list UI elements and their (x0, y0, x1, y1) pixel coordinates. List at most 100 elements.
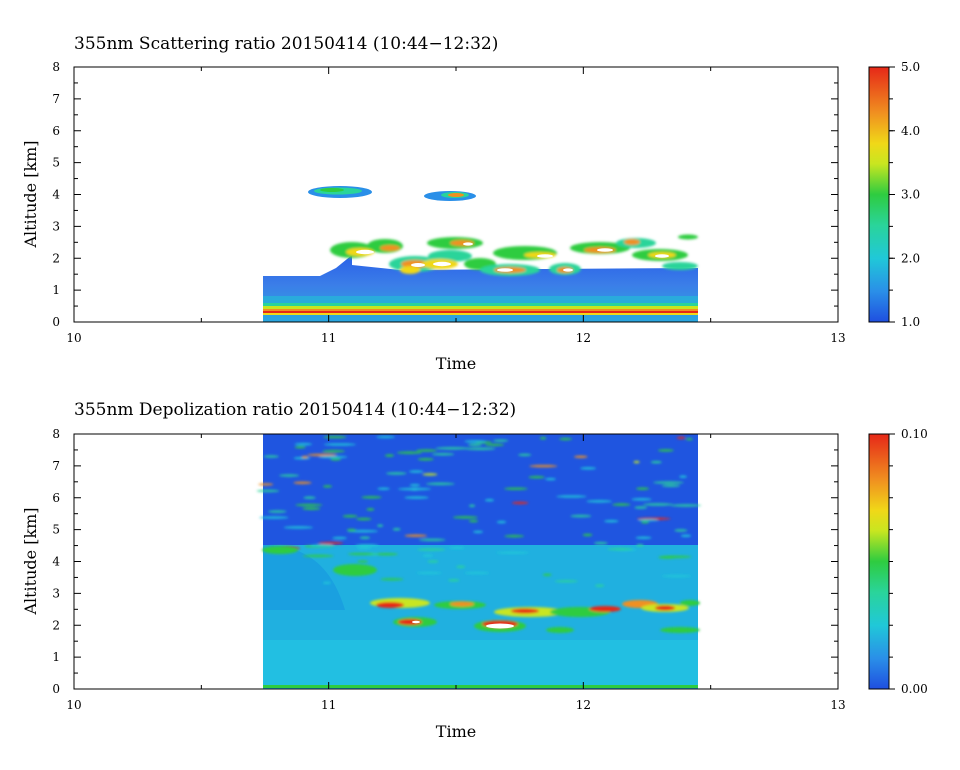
colorbar-tick-label: 0.10 (901, 427, 928, 441)
noise-streak (653, 481, 684, 484)
noise-streak (650, 460, 662, 464)
noise-streak (301, 455, 309, 459)
noise-streak (356, 517, 372, 521)
noise-streak (404, 534, 427, 538)
colorbar: 0.00 0.10 (868, 427, 928, 696)
y-tick-label: 4 (52, 555, 60, 569)
noise-streak (504, 487, 528, 491)
noise-streak (330, 457, 342, 461)
noise-streak (472, 530, 484, 534)
y-tick-label: 2 (52, 618, 60, 632)
noise-streak (302, 507, 321, 511)
noise-streak (635, 536, 652, 540)
depolarization-ratio-panel: 355nm Depolization ratio 20150414 (10:44… (21, 400, 928, 741)
noise-streak (636, 543, 644, 547)
noise-streak (384, 454, 395, 457)
y-tick-label: 4 (52, 188, 60, 202)
noise-streak (496, 551, 530, 554)
noise-streak (294, 442, 313, 446)
noise-streak (302, 554, 334, 558)
noise-streak (295, 503, 323, 507)
noise-streak (580, 467, 596, 470)
noise-streak (518, 453, 532, 457)
noise-streak (661, 574, 692, 578)
noise-streak (529, 464, 558, 468)
noise-streak (468, 443, 482, 447)
noise-streak (380, 578, 404, 581)
noise-streak (642, 503, 674, 506)
noise-streak (346, 528, 357, 532)
noise-streak (416, 449, 437, 452)
y-tick-label: 5 (52, 523, 60, 537)
y-axis-label: Altitude [km] (21, 140, 40, 248)
noise-streak (293, 481, 312, 485)
colorbar-tick-label: 2.0 (901, 251, 920, 265)
noise-streak (570, 514, 592, 518)
noise-streak (373, 552, 399, 556)
noise-streak (396, 451, 423, 455)
noise-streak (593, 541, 608, 545)
x-tick-label: 13 (830, 698, 845, 712)
colorbar: 1.0 2.0 3.0 4.0 5.0 (868, 60, 920, 329)
colorbar-tick-label: 5.0 (901, 60, 920, 74)
noise-streak (256, 489, 280, 493)
noise-streak (556, 495, 587, 498)
noise-streak (332, 536, 347, 540)
y-tick-label: 2 (52, 251, 60, 265)
noise-streak (670, 504, 702, 507)
y-tick-label: 0 (52, 315, 60, 329)
noise-streak (416, 571, 442, 575)
noise-streak (674, 529, 688, 532)
noise-streak (409, 483, 421, 487)
noise-streak (283, 526, 314, 529)
x-axis-label: Time (436, 722, 476, 741)
noise-streak (528, 475, 545, 479)
noise-streak (640, 520, 650, 524)
noise-streak (323, 435, 347, 439)
noise-streak (604, 519, 619, 523)
noise-streak (468, 519, 479, 523)
x-tick-label: 13 (830, 331, 845, 345)
y-tick-label: 1 (52, 650, 60, 664)
chart-title: 355nm Depolization ratio 20150414 (10:44… (74, 400, 516, 420)
noise-streak (435, 447, 469, 450)
x-tick-label: 12 (576, 698, 591, 712)
x-tick-label: 11 (321, 698, 336, 712)
noise-streak (554, 579, 578, 583)
x-tick-label: 11 (321, 331, 336, 345)
colorbar-ticks: 0.00 0.10 (889, 427, 928, 696)
noise-streak (679, 475, 687, 479)
noise-streak (322, 485, 333, 488)
noise-streak (511, 501, 529, 505)
noise-streak (432, 452, 455, 456)
y-tick-label: 3 (52, 586, 60, 600)
noise-streak (449, 546, 465, 550)
noise-streak (574, 455, 588, 459)
noise-streak (636, 487, 650, 490)
x-tick-label: 12 (576, 331, 591, 345)
noise-streak (657, 449, 674, 452)
noise-streak (310, 544, 334, 547)
noise-streak (397, 487, 432, 491)
noise-streak (355, 544, 379, 547)
noise-streak (323, 443, 357, 446)
scattering-ratio-panel: 355nm Scattering ratio 20150414 (10:44−1… (21, 34, 920, 373)
noise-streak (661, 484, 681, 488)
y-tick-label: 8 (52, 60, 60, 74)
noise-streak (361, 496, 382, 499)
noise-streak (595, 584, 605, 587)
noise-streak (464, 440, 487, 443)
y-axis-label: Altitude [km] (21, 507, 40, 615)
noise-streak (542, 573, 552, 577)
noise-streak (258, 483, 274, 486)
noise-streak (385, 472, 407, 475)
noise-streak (582, 533, 593, 537)
noise-streak (468, 504, 476, 508)
noise-streak (456, 565, 466, 569)
noise-streak (317, 541, 344, 545)
noise-streak (303, 496, 316, 500)
